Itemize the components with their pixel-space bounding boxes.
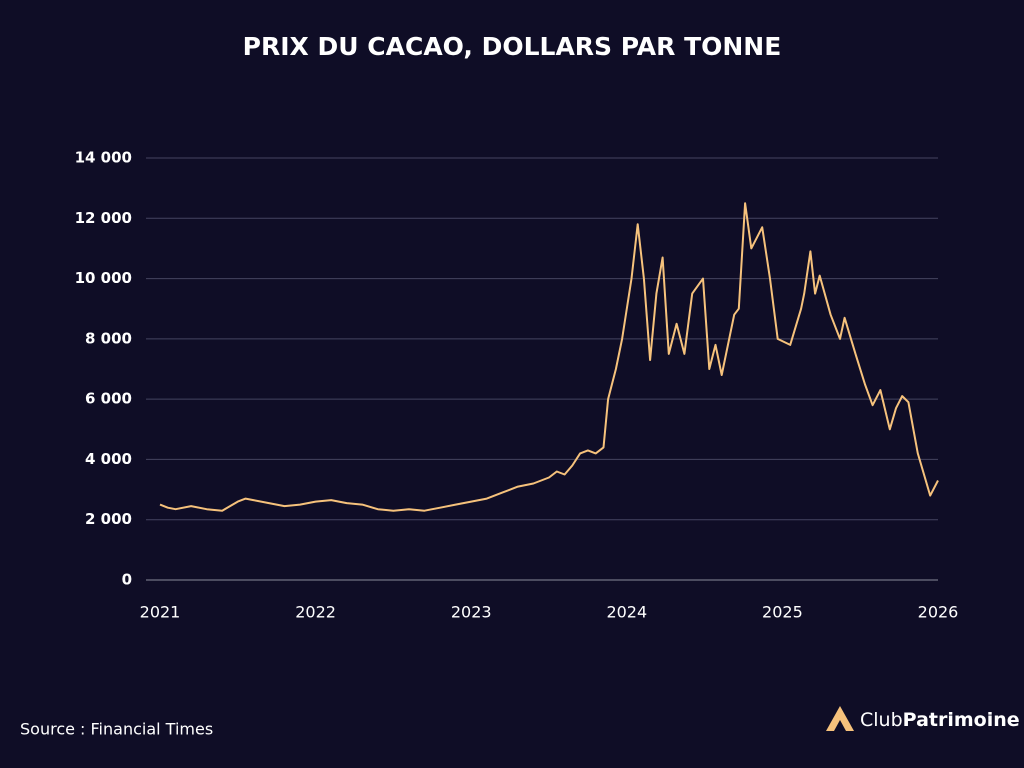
- logo: ClubPatrimoine: [826, 706, 1020, 731]
- x-tick-label: 2023: [451, 603, 492, 622]
- y-tick-label: 10 000: [75, 269, 132, 287]
- y-tick-label: 8 000: [85, 329, 132, 347]
- brand-bold: Patrimoine: [903, 709, 1020, 731]
- x-tick-label: 2021: [140, 603, 181, 622]
- logo-icon: [826, 706, 854, 731]
- logo-icon-inner: [834, 720, 846, 731]
- x-tick-label: 2022: [295, 603, 336, 622]
- brand: ClubPatrimoine: [860, 709, 1020, 731]
- y-tick-label: 12 000: [75, 209, 132, 227]
- y-tick-label: 2 000: [85, 510, 132, 528]
- price-line: [159, 202, 939, 512]
- y-tick-label: 4 000: [85, 450, 132, 468]
- x-tick-label: 2024: [606, 603, 647, 622]
- source: Source : Financial Times: [20, 720, 213, 739]
- x-tick-label: 2025: [762, 603, 803, 622]
- y-tick-label: 0: [122, 571, 132, 589]
- x-tick-label: 2026: [918, 603, 959, 622]
- chart-title: PRIX DU CACAO, DOLLARS PAR TONNE: [243, 32, 782, 61]
- brand-light: Club: [860, 709, 903, 731]
- y-tick-label: 6 000: [85, 390, 132, 408]
- y-tick-label: 14 000: [75, 149, 132, 167]
